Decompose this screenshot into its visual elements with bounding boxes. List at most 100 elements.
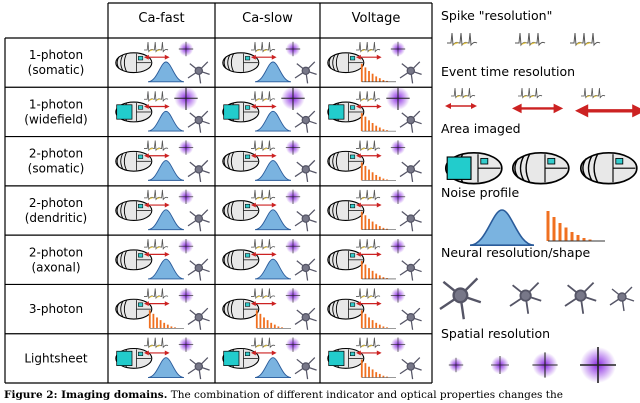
spot-icon [285,287,301,303]
noise-icon [360,112,397,132]
arrow-icon [143,300,171,307]
neuron-icon [564,281,598,315]
neuron-icon [399,159,423,183]
brain-icon [115,249,153,271]
row-label: (dendritic) [25,211,88,225]
spot-icon [178,238,194,254]
spike-icon [514,32,546,46]
caption: Figure 2: Imaging domains. The combinati… [4,389,563,401]
neuron-icon [187,258,211,282]
spot-icon [173,86,199,111]
arrow-icon [355,54,383,61]
neuron-icon [294,159,318,183]
noise-icon [254,209,292,231]
noise-icon [147,209,185,231]
spot-icon [178,140,194,156]
row-label: 2-photon [29,245,83,259]
spot-icon [178,189,194,205]
noise-icon [147,61,185,83]
neuron-icon [294,307,318,331]
table-grid [4,2,433,384]
spike-icon [569,32,601,46]
brain-icon [223,102,259,122]
row-label: 1-photon [29,48,83,62]
spot-icon [178,287,194,303]
legend-heading: Area imaged [441,121,521,136]
spot-icon [390,140,406,156]
noise-icon [148,309,185,330]
brain-icon [327,150,365,172]
arrow-icon [510,102,565,115]
spike-icon [355,337,381,348]
brain-icon [222,200,260,221]
spot-icon [178,41,194,57]
row-label: (somatic) [28,63,85,77]
legend-heading: Neural resolution/shape [441,245,591,260]
noise-icon [254,110,292,132]
brain-icon [116,349,152,369]
spot-icon [448,357,464,373]
spike-icon [250,41,276,52]
row-label: (somatic) [28,162,85,176]
neuron-icon [399,307,423,331]
row-label: (axonal) [31,260,80,274]
neuron-icon [187,209,211,232]
spot-icon [285,238,301,254]
spot-icon [385,86,411,111]
noise-icon [147,258,185,280]
arrow-icon [250,300,278,307]
arrow-icon [250,251,278,258]
legend-heading: Noise profile [441,185,519,200]
neuron-icon [187,356,211,380]
neuron-icon [399,110,423,134]
row-label: 1-photon [29,97,83,111]
neuron-icon [399,258,423,282]
spike-icon [250,337,276,348]
spot-icon [285,140,301,156]
spike-icon [580,87,606,98]
spot-icon [280,86,306,111]
noise-icon [255,309,292,330]
arrow-icon [250,152,278,159]
arrow-icon [143,103,171,110]
brain-icon [511,151,570,185]
neuron-icon [294,61,318,85]
arrow-icon [355,349,383,356]
caption-label: Figure 2: Imaging domains. [4,389,167,401]
spot-icon [579,346,617,384]
arrow-icon [143,202,171,209]
spot-icon [390,238,406,254]
spot-icon [490,355,510,375]
noise-icon [254,61,292,83]
arrow-icon [355,103,383,110]
arrow-icon [143,152,171,159]
arrow-icon [143,54,171,61]
arrow-icon [355,202,383,209]
noise-icon [360,309,397,330]
neuron-icon [399,356,423,380]
noise-icon [360,210,397,231]
spike-icon [143,288,169,299]
spike-icon [143,41,169,52]
noise-icon [360,62,397,83]
spot-icon [390,41,406,57]
neuron-icon [399,209,423,232]
brain-icon [115,52,153,74]
brain-icon [223,349,259,369]
spike-icon [143,337,169,348]
arrow-icon [250,349,278,356]
spike-icon [250,140,276,151]
arrow-icon [355,251,383,258]
neuron-icon [399,61,423,85]
spike-icon [446,32,478,46]
column-header: Ca-slow [242,11,293,26]
brain-icon [222,150,260,172]
neuron-icon [187,159,211,183]
spike-icon [355,90,381,102]
legend-heading: Spatial resolution [441,326,550,341]
spike-icon [517,87,543,98]
noise-icon [469,209,535,246]
arrow-icon [143,349,171,356]
brain-icon [579,151,638,185]
